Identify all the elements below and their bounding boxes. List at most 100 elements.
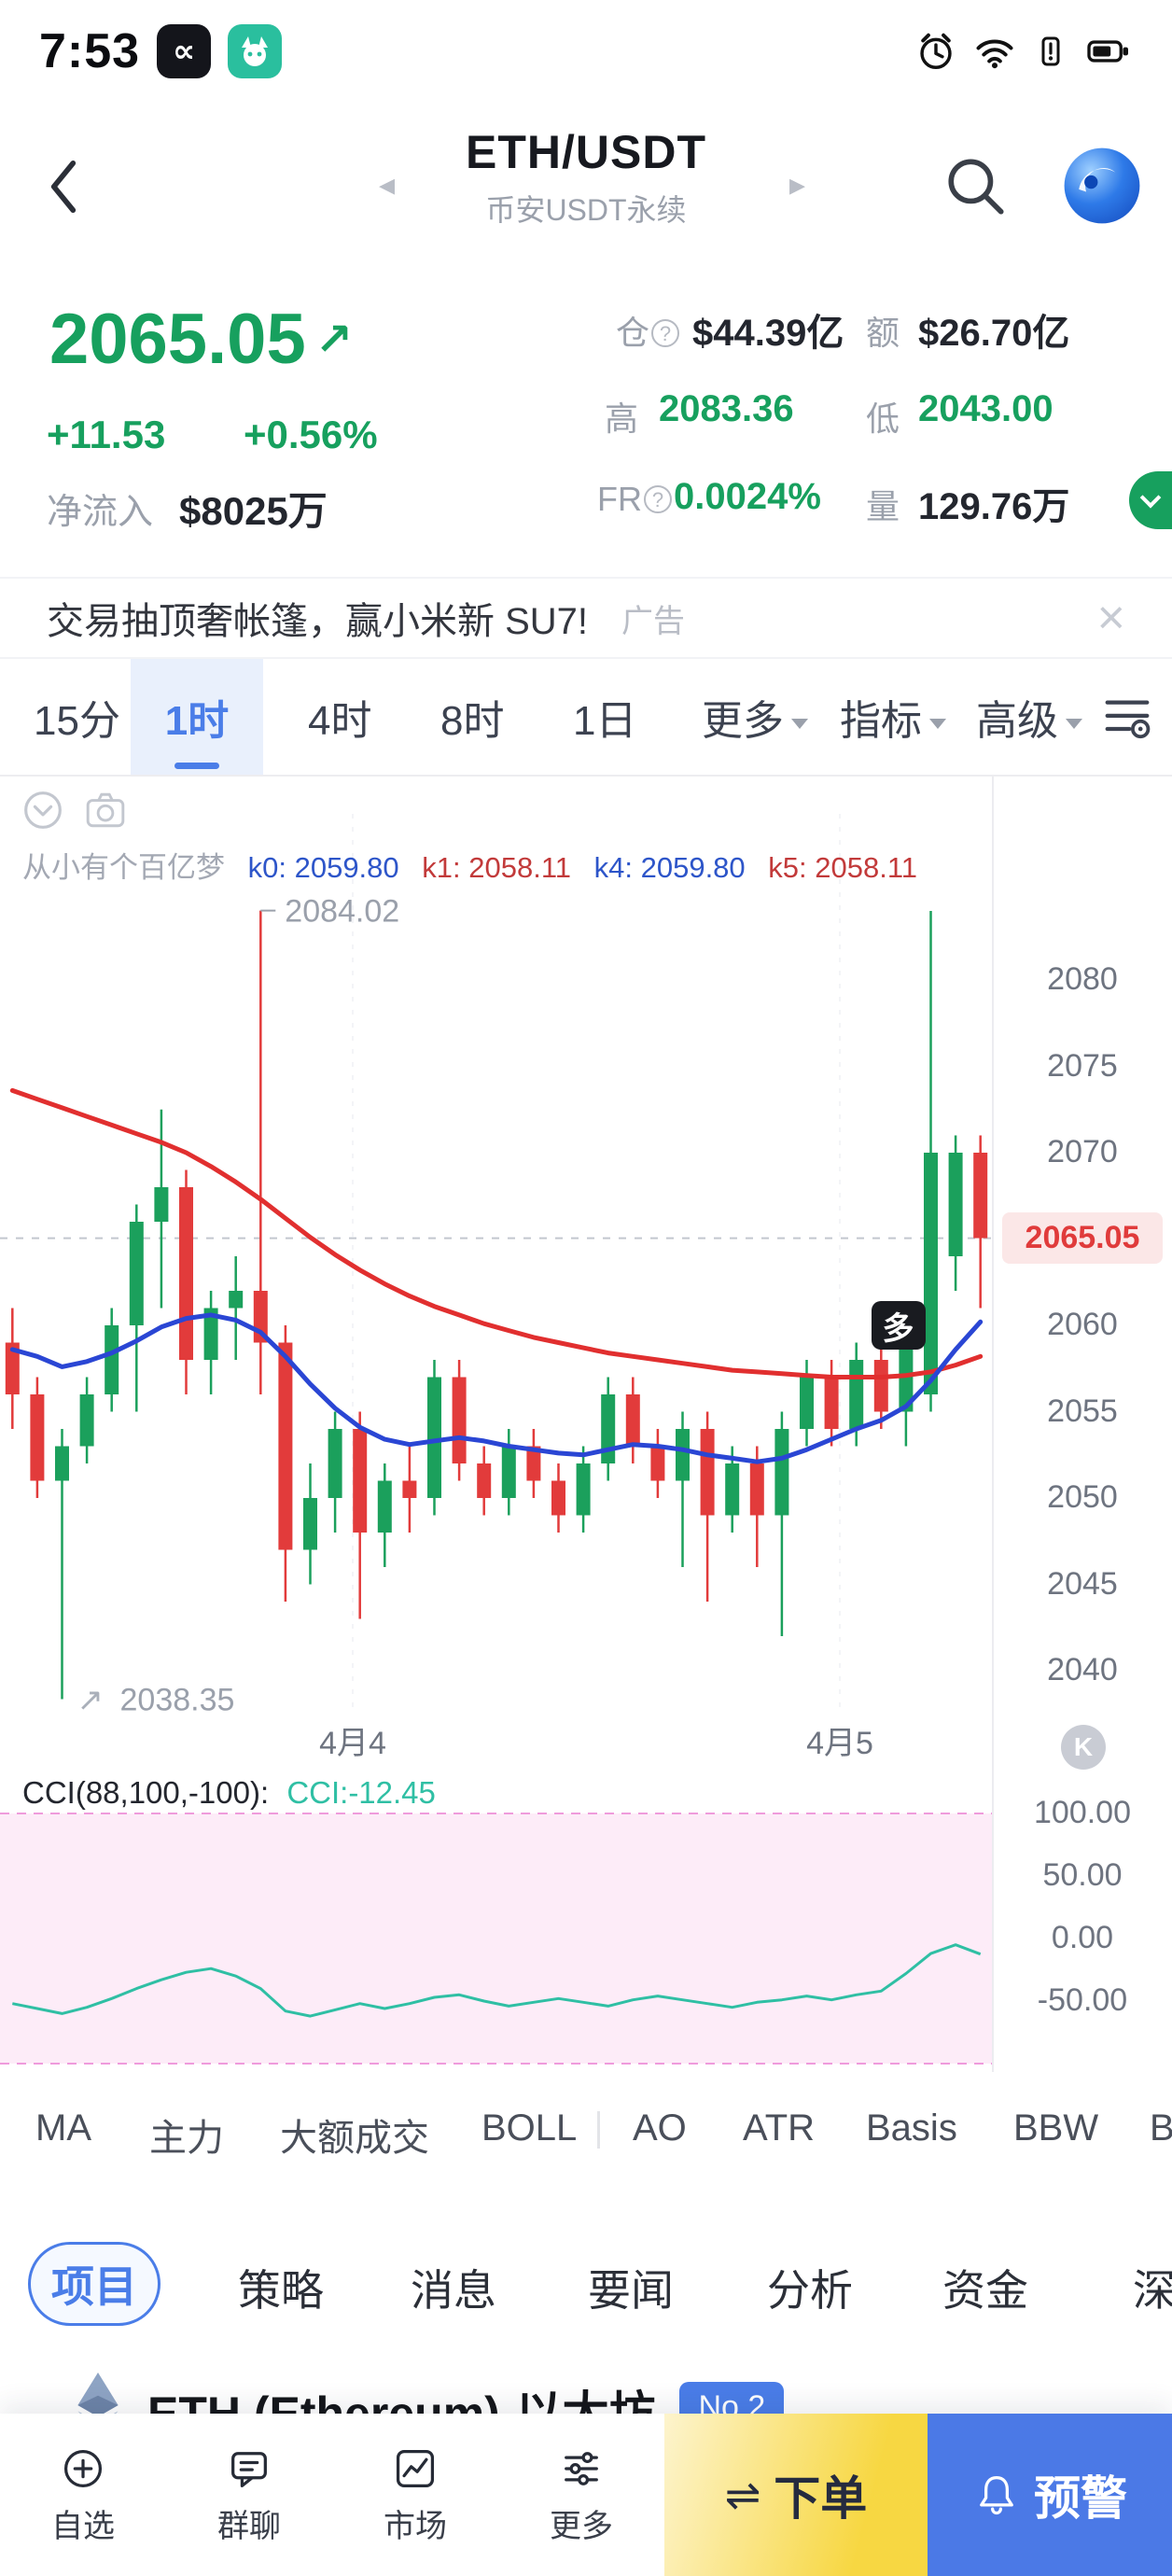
tab-basis[interactable]: Basis <box>866 2107 957 2149</box>
tab-1day[interactable]: 1日 <box>573 698 637 744</box>
netflow-row: 净流入 $8025万 <box>47 480 328 537</box>
battery-icon <box>1084 32 1133 71</box>
notification-app-icon-2 <box>228 24 283 78</box>
price-axis-tick: 2070 <box>1047 1134 1118 1169</box>
price-axis: 2065.05 2080 2075 2070 2060 2055 2050 2045 2040 <box>993 777 1172 1773</box>
menu-more-timeframes[interactable]: 更多 <box>702 659 808 775</box>
funding-rate-label: FR? <box>597 480 672 519</box>
help-icon[interactable]: ? <box>651 319 680 347</box>
tab-15min[interactable]: 15分 <box>34 698 120 744</box>
tab-atr[interactable]: ATR <box>743 2107 816 2149</box>
indicator-tabs: MA 主力 大额成交 BOLL AO ATR Basis BBW B <box>0 2091 1172 2169</box>
symbol-title-block[interactable]: ETH/USDT 币安USDT永续 <box>399 125 773 230</box>
tab-funds[interactable]: 资金 <box>942 2266 1028 2315</box>
nav-favorites[interactable]: 自选 <box>0 2414 166 2576</box>
tab-8hour[interactable]: 8时 <box>440 698 505 744</box>
cci-label: CCI(88,100,-100): CCI:-12.45 <box>22 1775 436 1811</box>
price-axis-tick: 2055 <box>1047 1393 1118 1429</box>
last-price-tag: 2065.05 <box>1002 1211 1163 1264</box>
tab-depth-cutoff[interactable]: 深 <box>1133 2266 1172 2315</box>
market-chart-icon <box>396 2449 435 2487</box>
tab-project[interactable]: 项目 <box>28 2242 160 2326</box>
price-axis-tick: 2075 <box>1047 1047 1118 1084</box>
trend-up-arrow-icon: ↗ <box>314 315 353 365</box>
chart-legend: 从小有个百亿梦 k0: 2059.80 k1: 2058.11 k4: 2059… <box>22 844 917 886</box>
cci-axis-tick: 50.00 <box>1042 1857 1123 1893</box>
tab-ao[interactable]: AO <box>633 2107 687 2149</box>
low-value: 2043.00 <box>918 388 1053 429</box>
collapse-panel-handle[interactable] <box>1129 471 1172 529</box>
circle-plus-icon <box>63 2449 103 2487</box>
chevron-down-icon <box>1066 718 1082 729</box>
chart-settings-icon[interactable] <box>1103 659 1151 775</box>
nav-group-chat[interactable]: 群聊 <box>166 2414 332 2576</box>
price-axis-tick: 2060 <box>1047 1307 1118 1342</box>
watermark-username: 从小有个百亿梦 <box>22 851 225 884</box>
tab-news[interactable]: 要闻 <box>588 2266 674 2315</box>
ad-banner[interactable]: 交易抽顶奢帐篷，赢小米新 SU7! 广告 × <box>0 577 1172 659</box>
tab-4hour[interactable]: 4时 <box>308 698 372 744</box>
clock-time: 7:53 <box>39 24 141 78</box>
back-button[interactable] <box>45 149 101 224</box>
next-symbol-arrow-icon[interactable]: ▸ <box>789 167 806 203</box>
page-title: ETH/USDT <box>466 126 706 178</box>
help-icon[interactable]: ? <box>644 485 672 513</box>
app-logo-icon[interactable] <box>1062 146 1142 231</box>
cci-indicator-panel[interactable]: CCI(88,100,-100): CCI:-12.45 100.00 50.00… <box>0 1773 1172 2072</box>
alarm-icon <box>914 30 957 73</box>
tab-boll[interactable]: BOLL <box>481 2107 578 2149</box>
last-price: 2065.05 ↗ <box>49 300 353 379</box>
tab-zhuli[interactable]: 主力 <box>149 2118 224 2159</box>
price-axis-tick: 2045 <box>1047 1565 1118 1602</box>
cci-name: CCI(88,100,-100): <box>22 1775 270 1810</box>
cci-axis-tick: 100.00 <box>1034 1795 1131 1830</box>
active-tab-underline <box>174 763 219 769</box>
collapse-legend-icon[interactable] <box>22 790 63 831</box>
nav-more[interactable]: 更多 <box>498 2414 664 2576</box>
time-axis-label: 4月5 <box>806 1726 873 1761</box>
menu-indicators[interactable]: 指标 <box>840 659 946 775</box>
tab-analysis[interactable]: 分析 <box>767 2266 853 2315</box>
change-abs: +11.53 <box>47 413 166 456</box>
status-bar: 7:53 ∝ <box>0 0 1172 103</box>
candlestick-svg[interactable]: 2084.02 ↗ 2038.35 <box>0 777 1172 1773</box>
turnover-value: $26.70亿 <box>918 313 1070 354</box>
wifi-icon <box>972 32 1017 71</box>
chevron-down-icon <box>791 718 808 729</box>
timeframe-tabs: 15分 1时 4时 8时 1日 更多 指标 高级 <box>0 659 1172 777</box>
tab-messages[interactable]: 消息 <box>411 2266 496 2315</box>
divider <box>597 2111 600 2149</box>
place-order-button[interactable]: ⇌ 下单 <box>664 2414 928 2576</box>
price-axis-tick: 2080 <box>1047 961 1118 997</box>
price-change: +11.53 +0.56% <box>47 413 378 457</box>
cci-axis-tick: 0.00 <box>1051 1920 1114 1955</box>
notification-app-icon: ∝ <box>157 24 212 78</box>
nav-market[interactable]: 市场 <box>332 2414 498 2576</box>
content-tabs: 项目 策略 消息 要闻 分析 资金 深 <box>0 2231 1172 2341</box>
kline-toggle-icon[interactable]: K <box>1061 1725 1106 1770</box>
svg-text:↗: ↗ <box>77 1683 105 1718</box>
menu-advanced[interactable]: 高级 <box>976 659 1082 775</box>
low-label: 低 <box>866 399 900 438</box>
tab-ma[interactable]: MA <box>35 2107 91 2149</box>
price-chart[interactable]: 2084.02 ↗ 2038.35 多 从小有个百亿梦 k0: 2059.80 k1… <box>0 777 1172 1773</box>
price-alert-button[interactable]: 预警 <box>928 2414 1172 2576</box>
search-button[interactable] <box>941 151 1012 227</box>
tab-large-trades[interactable]: 大额成交 <box>280 2118 429 2159</box>
tab-strategy[interactable]: 策略 <box>238 2266 324 2315</box>
prev-symbol-arrow-icon[interactable]: ◂ <box>379 167 396 203</box>
legend-k1: k1: 2058.11 <box>422 851 572 884</box>
change-pct: +0.56% <box>243 413 378 456</box>
chat-bubble-icon <box>231 2451 267 2487</box>
camera-icon[interactable] <box>84 790 127 831</box>
ad-close-icon[interactable]: × <box>1096 591 1125 645</box>
tab-cutoff[interactable]: B <box>1150 2107 1172 2149</box>
legend-k0: k0: 2059.80 <box>247 851 399 884</box>
netflow-value: $8025万 <box>179 489 328 533</box>
tab-1hour[interactable]: 1时 <box>131 659 263 775</box>
turnover-label: 额 <box>866 314 900 352</box>
chevron-down-icon <box>1139 486 1162 509</box>
tab-bbw[interactable]: BBW <box>1013 2107 1099 2149</box>
time-axis-label: 4月4 <box>319 1726 386 1761</box>
